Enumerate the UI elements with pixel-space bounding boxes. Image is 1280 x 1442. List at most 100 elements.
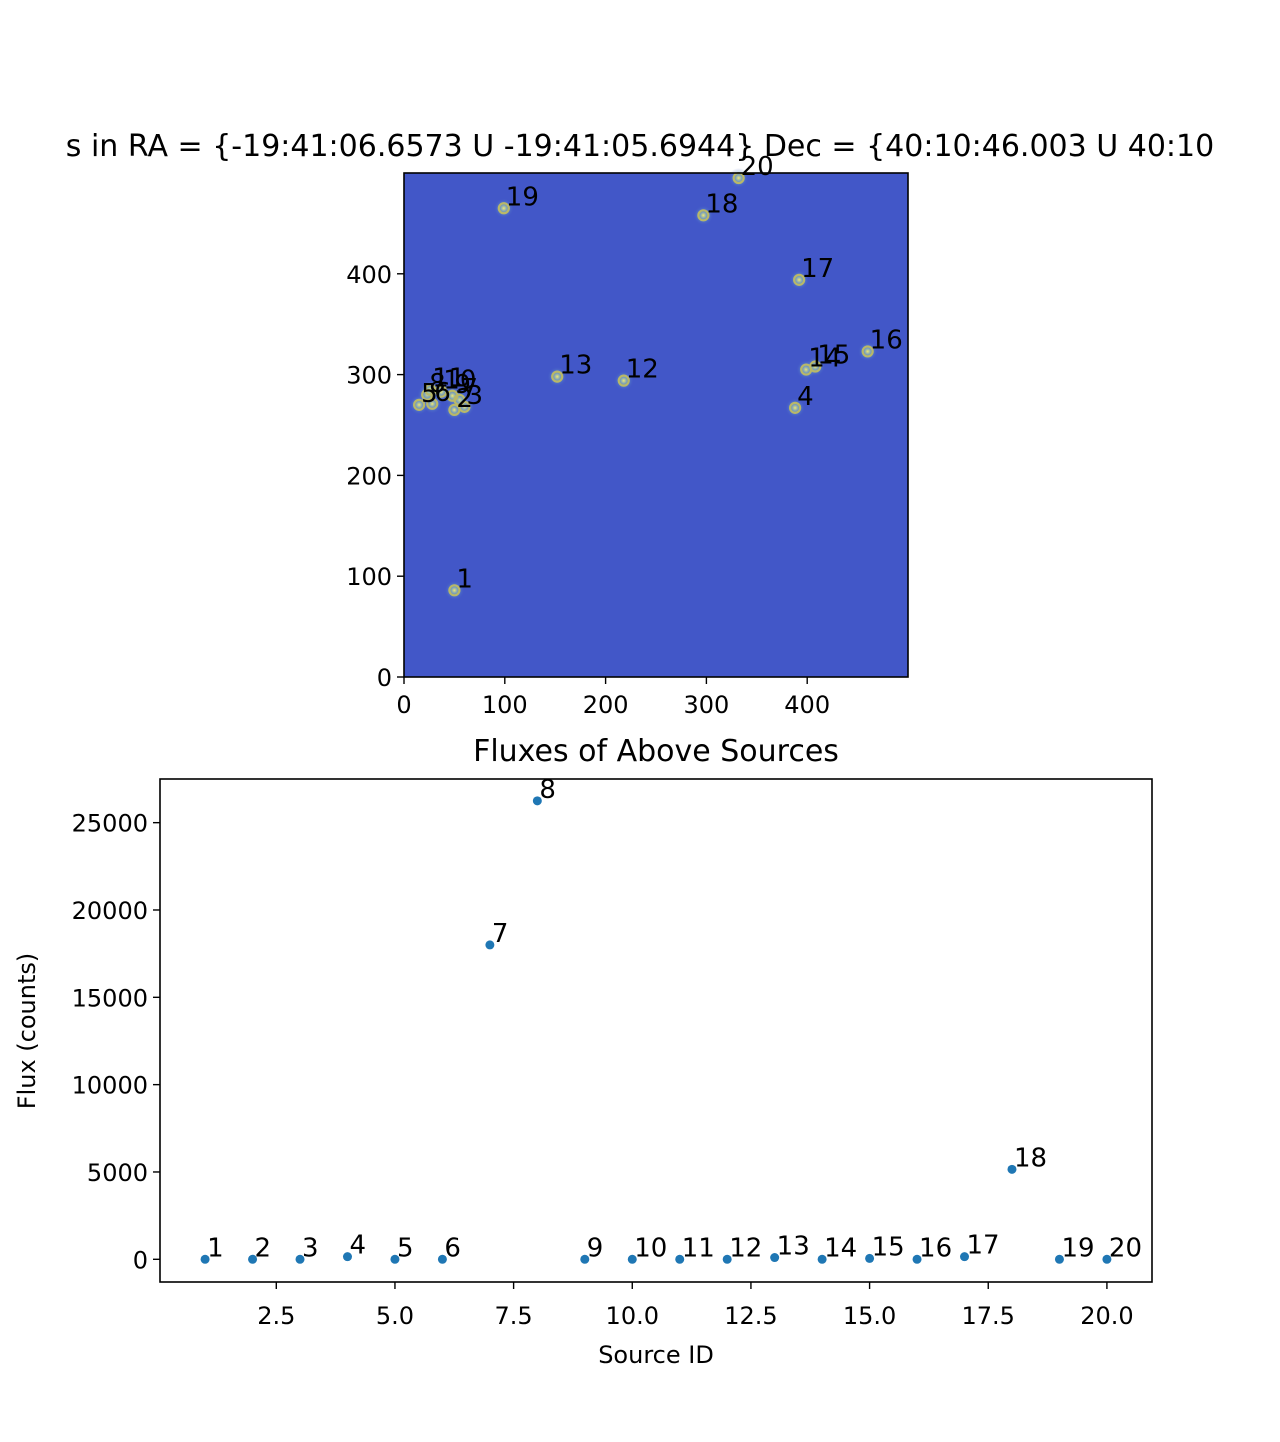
flux-y-axis: 0 5000 10000 15000 20000 25000 — [72, 810, 160, 1274]
source-label: 7 — [461, 374, 478, 404]
x-tick-label: 7.5 — [495, 1302, 533, 1330]
source-marker — [793, 273, 806, 286]
flux-point-label: 12 — [729, 1233, 762, 1263]
y-tick-label: 0 — [133, 1246, 148, 1274]
image-panel-title: s in RA = {-19:41:06.6573 U -19:41:05.69… — [66, 129, 1214, 164]
flux-point — [722, 1254, 732, 1264]
y-tick-label: 10000 — [72, 1072, 148, 1100]
source-label: 19 — [506, 182, 539, 212]
image-x-axis: 0 100 200 300 400 — [396, 677, 830, 719]
source-label: 1 — [456, 564, 473, 594]
x-tick-label: 12.5 — [724, 1302, 777, 1330]
x-tick-label: 10.0 — [606, 1302, 659, 1330]
flux-x-axis-label: Source ID — [598, 1341, 714, 1369]
flux-point-label: 4 — [349, 1231, 366, 1261]
flux-point — [485, 940, 495, 950]
flux-point — [865, 1253, 875, 1263]
source-label: 9 — [454, 370, 471, 400]
source-marker — [413, 398, 426, 411]
source-label: 2 — [456, 384, 473, 414]
flux-point — [295, 1254, 305, 1264]
image-y-axis: 0 100 200 300 400 — [346, 261, 404, 692]
source-glow — [785, 397, 806, 418]
flux-point — [1054, 1254, 1064, 1264]
source-glow — [444, 580, 465, 601]
source-label: 13 — [559, 351, 592, 381]
flux-point-label: 13 — [777, 1232, 810, 1262]
flux-point-label: 18 — [1014, 1143, 1047, 1173]
flux-point-label: 8 — [539, 775, 556, 805]
source-marker — [426, 397, 439, 410]
flux-point-label: 10 — [634, 1233, 667, 1263]
flux-point — [817, 1254, 827, 1264]
flux-point-label: 16 — [919, 1233, 952, 1263]
source-label: 11 — [432, 364, 465, 394]
source-label: 18 — [705, 189, 738, 219]
source-label: 4 — [797, 382, 814, 412]
flux-point — [532, 796, 542, 806]
source-marker — [789, 401, 802, 414]
source-label: 6 — [434, 378, 451, 408]
flux-point — [960, 1252, 970, 1262]
image-panel — [404, 168, 908, 677]
source-label: 20 — [741, 152, 774, 182]
y-tick-label: 15000 — [72, 984, 148, 1012]
x-tick-label: 200 — [583, 691, 629, 719]
source-label: 14 — [808, 344, 841, 374]
y-tick-label: 5000 — [87, 1159, 148, 1187]
flux-y-axis-label: Flux (counts) — [13, 953, 41, 1109]
flux-x-axis: 2.5 5.0 7.5 10.0 12.5 15.0 17.5 20.0 — [257, 1282, 1134, 1330]
flux-point-label: 20 — [1109, 1233, 1142, 1263]
x-tick-label: 100 — [482, 691, 528, 719]
y-tick-label: 100 — [346, 563, 392, 591]
source-label: 16 — [870, 325, 903, 355]
x-tick-label: 400 — [784, 691, 830, 719]
source-marker — [448, 584, 461, 597]
flux-point — [390, 1254, 400, 1264]
flux-points — [200, 796, 1112, 1264]
x-tick-label: 300 — [683, 691, 729, 719]
source-marker — [435, 385, 448, 398]
flux-point — [248, 1254, 258, 1264]
source-glow — [789, 269, 810, 290]
flux-point — [1007, 1164, 1017, 1174]
flux-point-label: 3 — [302, 1233, 319, 1263]
source-label: 3 — [466, 381, 483, 411]
flux-point — [912, 1254, 922, 1264]
flux-panel-frame — [159, 778, 1153, 1283]
source-marker — [424, 383, 437, 396]
y-tick-label: 200 — [346, 462, 392, 490]
source-marker — [861, 345, 874, 358]
flux-point-label: 19 — [1061, 1233, 1094, 1263]
source-label: 10 — [443, 366, 476, 396]
flux-point-label: 6 — [444, 1233, 461, 1263]
flux-point — [437, 1254, 447, 1264]
flux-point-label: 2 — [255, 1233, 272, 1263]
source-glow — [693, 205, 714, 226]
source-label: 12 — [626, 355, 659, 385]
source-glow — [493, 198, 514, 219]
y-tick-label: 400 — [346, 261, 392, 289]
flux-point — [675, 1254, 685, 1264]
flux-point-label: 11 — [682, 1233, 715, 1263]
flux-point — [342, 1252, 352, 1262]
flux-point-label: 5 — [397, 1233, 414, 1263]
flux-point-label: 15 — [872, 1232, 905, 1262]
x-tick-label: 15.0 — [843, 1302, 896, 1330]
flux-point-label: 7 — [492, 919, 509, 949]
flux-point — [580, 1254, 590, 1264]
source-glow — [547, 366, 568, 387]
source-marker — [617, 374, 630, 387]
source-marker — [446, 389, 459, 402]
flux-point-label: 1 — [207, 1233, 224, 1263]
image-panel-frame — [403, 172, 909, 678]
source-marker — [497, 202, 510, 215]
source-label: 5 — [421, 379, 438, 409]
source-marker — [551, 370, 564, 383]
source-label: 15 — [817, 341, 850, 371]
flux-point — [200, 1254, 210, 1264]
flux-panel-title: Fluxes of Above Sources — [473, 734, 839, 769]
